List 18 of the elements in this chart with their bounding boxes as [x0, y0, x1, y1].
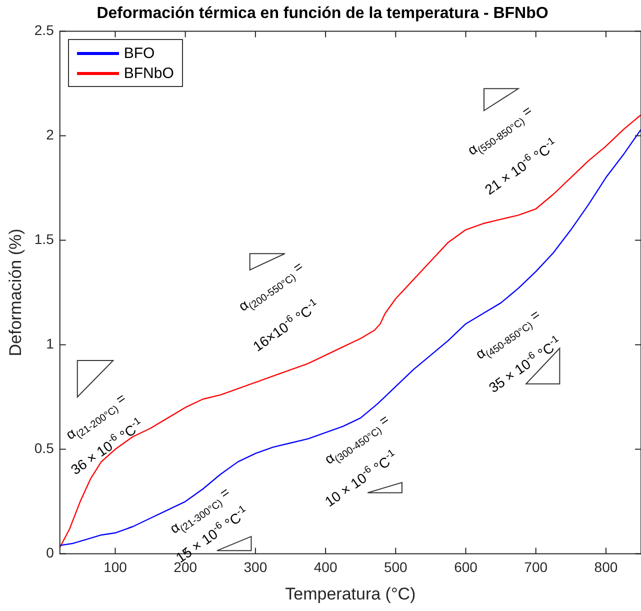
x-tick-label: 500	[384, 559, 408, 576]
y-tick-label: 2.5	[34, 22, 54, 38]
y-tick-label: 0.5	[34, 440, 54, 456]
x-axis-title: Temperatura (°C)	[285, 584, 416, 604]
x-tick-label: 400	[314, 559, 338, 576]
legend-label: BFNbO	[124, 64, 174, 82]
x-tick-label: 300	[244, 559, 268, 576]
y-tick-label: 1	[46, 336, 54, 352]
x-tick-label: 100	[104, 559, 128, 576]
x-tick-label: 600	[454, 559, 478, 576]
legend-label: BFO	[124, 44, 155, 62]
x-tick-label: 700	[524, 559, 548, 576]
x-tick-label: 800	[594, 559, 618, 576]
y-tick-label: 2	[46, 126, 54, 143]
y-axis-title: Deformación (%)	[6, 228, 25, 356]
y-tick-label: 1.5	[34, 231, 54, 248]
chart-title: Deformación térmica en función de la temperatura - BFNbO	[96, 5, 548, 22]
y-tick-label: 0	[46, 544, 54, 561]
